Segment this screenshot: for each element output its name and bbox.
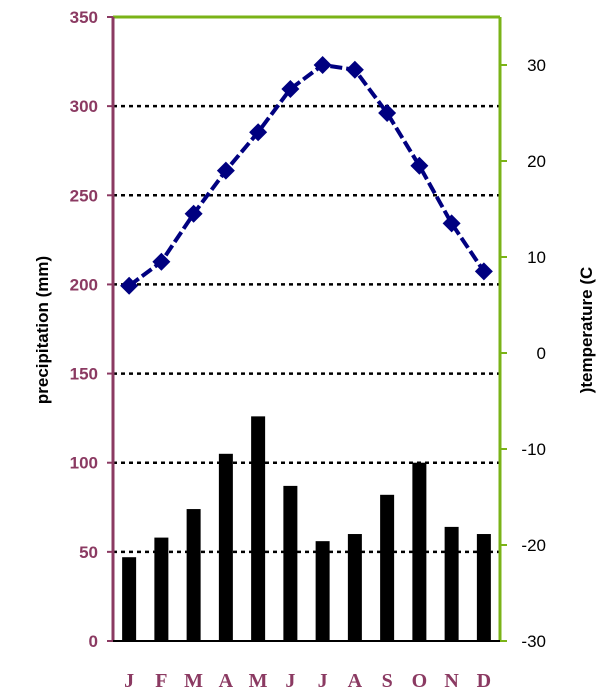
- temperature-point: [120, 276, 139, 295]
- axes: [111, 15, 502, 642]
- precipitation-bar: [347, 534, 362, 641]
- precipitation-bar: [444, 526, 459, 641]
- temperature-point: [152, 252, 171, 271]
- left-tick-label: 50: [79, 543, 98, 562]
- month-tick-label: A: [348, 670, 363, 692]
- month-tick-label: N: [444, 670, 459, 692]
- temperature-point: [313, 56, 332, 74]
- precipitation-bars: [122, 416, 491, 641]
- gridlines: [113, 104, 500, 554]
- precipitation-bar: [283, 485, 298, 641]
- month-tick-label: M: [184, 670, 203, 692]
- left-tick-label: 200: [70, 275, 98, 294]
- month-tick-label: A: [219, 670, 234, 692]
- precipitation-bar: [315, 541, 330, 641]
- right-axis-label: )temperature (C: [577, 267, 596, 394]
- right-axis-ticks: -30 -20 -10 0 10 20 30: [500, 56, 546, 651]
- temperature-point: [345, 60, 364, 79]
- precipitation-bar: [380, 494, 395, 641]
- temperature-point: [216, 161, 235, 180]
- temperature-series-line: [127, 62, 486, 288]
- left-tick-label: 150: [70, 365, 98, 384]
- right-tick-label: 20: [527, 152, 546, 171]
- precipitation-bar: [122, 557, 137, 641]
- month-tick-label: J: [124, 670, 134, 692]
- month-tick-label: D: [477, 670, 491, 692]
- temperature-point: [249, 123, 268, 142]
- temperature-point: [442, 214, 461, 233]
- precipitation-bar: [476, 534, 491, 641]
- month-tick-label: J: [318, 670, 328, 692]
- temperature-point: [410, 156, 429, 175]
- left-axis-label: precipitation (mm): [33, 256, 52, 404]
- temperature-point: [474, 262, 493, 281]
- precipitation-bar: [218, 453, 233, 641]
- left-tick-label: 300: [70, 97, 98, 116]
- month-tick-label: M: [249, 670, 268, 692]
- left-tick-label: 350: [70, 8, 98, 27]
- left-tick-label: 0: [89, 632, 98, 651]
- precipitation-bar: [251, 416, 266, 641]
- left-tick-label: 100: [70, 454, 98, 473]
- left-axis-ticks: 0 50 100 150 200 250 300 350: [70, 8, 113, 651]
- temperature-point: [281, 80, 300, 98]
- month-tick-label: J: [285, 670, 295, 692]
- temperature-point: [378, 104, 397, 122]
- month-tick-label: F: [155, 670, 167, 692]
- precipitation-bar: [412, 462, 427, 641]
- right-tick-label: 30: [527, 56, 546, 75]
- temperature-point: [184, 204, 203, 223]
- right-tick-label: -10: [521, 440, 546, 459]
- left-tick-label: 250: [70, 186, 98, 205]
- precipitation-bar: [186, 509, 201, 641]
- temperature-line: [120, 56, 493, 295]
- right-tick-label: 10: [527, 248, 546, 267]
- right-tick-label: 0: [537, 344, 546, 363]
- right-tick-label: -30: [521, 632, 546, 651]
- right-tick-label: -20: [521, 536, 546, 555]
- month-tick-label: O: [412, 670, 428, 692]
- precipitation-bar: [154, 537, 169, 641]
- month-tick-label: S: [382, 670, 393, 692]
